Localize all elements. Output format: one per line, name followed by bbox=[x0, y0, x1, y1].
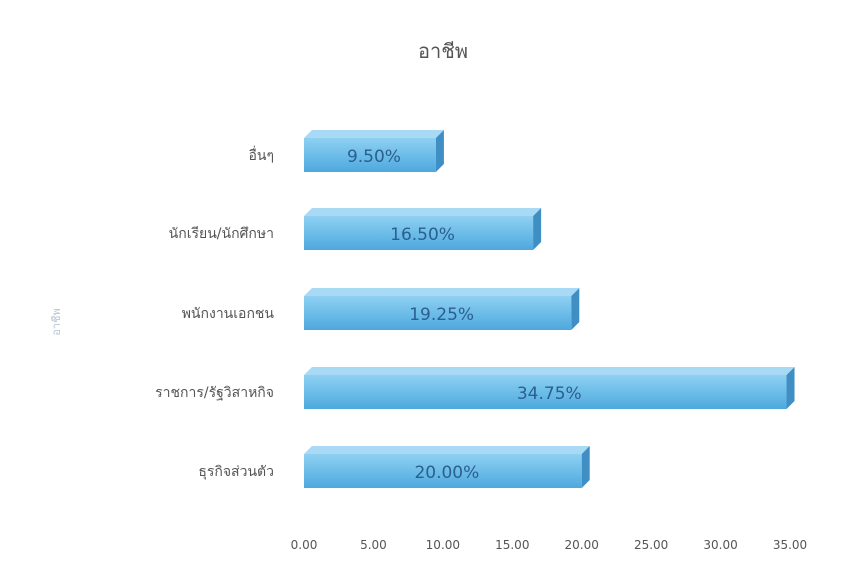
bar-side-face bbox=[581, 446, 590, 488]
bar-top-face bbox=[304, 130, 444, 138]
bar-side-face bbox=[786, 367, 795, 409]
bar-0 bbox=[304, 130, 444, 172]
data-label: 34.75% bbox=[517, 384, 582, 404]
x-tick-label: 10.00 bbox=[426, 538, 460, 552]
category-label: ธุรกิจส่วนตัว bbox=[198, 464, 274, 480]
x-axis-ticks: 0.00 5.00 10.00 15.00 20.00 25.00 30.00 35.00 bbox=[291, 538, 808, 552]
bar-top-face bbox=[304, 288, 580, 296]
bar-4 bbox=[304, 446, 590, 488]
bar-side-face bbox=[533, 208, 542, 250]
bar-front-face bbox=[304, 138, 436, 172]
category-labels: อื่นๆนักเรียน/นักศึกษาพนักงานเอกชนราชการ… bbox=[155, 146, 274, 480]
x-tick-label: 0.00 bbox=[291, 538, 318, 552]
x-tick-label: 30.00 bbox=[703, 538, 737, 552]
x-tick-label: 25.00 bbox=[634, 538, 668, 552]
data-label: 9.50% bbox=[347, 147, 401, 167]
bar-2 bbox=[304, 288, 580, 330]
category-label: นักเรียน/นักศึกษา bbox=[169, 226, 274, 242]
bar-front-face bbox=[304, 375, 787, 409]
bar-top-face bbox=[304, 208, 542, 216]
bar-side-face bbox=[435, 130, 444, 172]
x-tick-label: 35.00 bbox=[773, 538, 807, 552]
bar-top-face bbox=[304, 367, 795, 375]
data-label: 16.50% bbox=[390, 225, 455, 245]
bar-1 bbox=[304, 208, 542, 250]
chart-title: อาชีพ bbox=[418, 39, 468, 63]
x-tick-label: 15.00 bbox=[495, 538, 529, 552]
x-tick-label: 5.00 bbox=[360, 538, 387, 552]
data-labels: 9.50% 16.50% 19.25% 34.75% 20.00% bbox=[347, 147, 582, 483]
bar-3 bbox=[304, 367, 795, 409]
category-label: อื่นๆ bbox=[249, 146, 275, 164]
bar-front-face bbox=[304, 454, 582, 488]
data-label: 19.25% bbox=[409, 305, 474, 325]
y-axis-label: อาชีพ bbox=[50, 308, 63, 336]
bar-front-face bbox=[304, 296, 572, 330]
category-label: ราชการ/รัฐวิสาหกิจ bbox=[155, 385, 274, 401]
category-label: พนักงานเอกชน bbox=[182, 306, 275, 322]
bar-front-face bbox=[304, 216, 534, 250]
data-label: 20.00% bbox=[414, 463, 479, 483]
bars-group bbox=[304, 130, 795, 488]
bar-side-face bbox=[571, 288, 580, 330]
x-tick-label: 20.00 bbox=[565, 538, 599, 552]
bar-top-face bbox=[304, 446, 590, 454]
